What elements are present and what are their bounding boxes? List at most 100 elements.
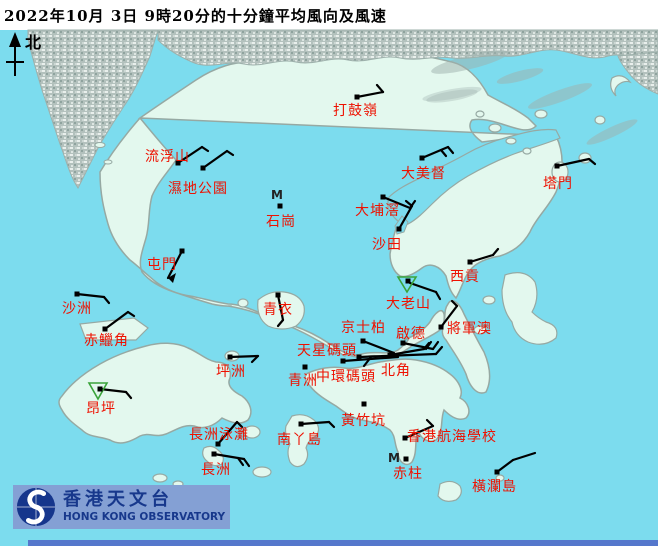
station-dot [403, 456, 409, 462]
station-label: 流浮山 [145, 149, 190, 165]
station-dot [211, 451, 217, 457]
station-dot [402, 435, 408, 441]
wind-barb [424, 340, 433, 351]
wind-barb [434, 345, 444, 356]
wind-barb [341, 355, 400, 363]
wind-barb [404, 199, 414, 208]
wind-barb [276, 318, 285, 328]
shenzhen-north-urban [157, 29, 658, 66]
station-label: 青衣 [263, 302, 293, 318]
hko-banner-text: 香港天文台 HONG KONG OBSERVATORY [63, 491, 225, 523]
airport-island [79, 317, 149, 341]
wind-barb [327, 420, 336, 429]
wind-barb [388, 347, 426, 357]
mountain-triangle-icon [396, 276, 418, 294]
wind-barb [439, 148, 448, 158]
station-label: 啟德 [396, 326, 426, 342]
station-label: 青洲 [288, 373, 318, 389]
station-label: 大美督 [401, 166, 446, 182]
station-central-pier: 中環碼頭 [316, 355, 400, 385]
station-sha-tin: 沙田 [372, 199, 414, 253]
station-label: 橫瀾島 [472, 479, 517, 495]
hko-banner: 香港天文台 HONG KONG OBSERVATORY [13, 485, 230, 529]
station-label: 赤柱 [393, 466, 423, 482]
station-wong-chuk-hang: 黃竹坑 [341, 401, 385, 429]
station-tseung-kwan-o: 將軍澳 [438, 299, 492, 337]
station-dot [554, 163, 560, 169]
station-dot [215, 441, 221, 447]
station-lau-fau-shan: 流浮山 [145, 145, 210, 166]
station-label: 塔門 [543, 176, 573, 192]
wind-barb [511, 451, 537, 462]
wind-barb [102, 295, 111, 305]
station-kai-tak: 啟德 [396, 326, 440, 351]
station-peng-chau: 坪洲 [216, 354, 260, 380]
m-marker: M [388, 451, 400, 465]
station-label: 將軍澳 [447, 321, 492, 337]
station-hk-sea-school: 香港航海學校 [402, 418, 497, 445]
station-dot [380, 194, 386, 200]
wind-barb [439, 304, 459, 329]
station-dot [340, 358, 346, 364]
station-label: 赤鱲角 [84, 333, 129, 349]
map-title: 2022年10月 3日 9時20分的十分鐘平均風向及風速 [4, 7, 387, 25]
wind-barb [200, 145, 210, 153]
station-wetland-park: 濕地公園 [168, 149, 235, 197]
wind-barb [201, 149, 229, 170]
wind-barb [361, 339, 396, 355]
wind-barb [403, 424, 435, 440]
bottom-bar [28, 540, 658, 546]
station-dot [356, 354, 362, 360]
station-dot [97, 386, 103, 392]
station-stanley: M赤柱 [388, 451, 423, 482]
station-label: 北角 [381, 363, 411, 379]
station-sha-chau: 沙洲 [62, 291, 111, 317]
wind-barb [126, 310, 136, 318]
hko-name-en: HONG KONG OBSERVATORY [63, 511, 226, 524]
wind-barb [431, 340, 440, 351]
wind-barb [425, 418, 435, 428]
station-dot [438, 324, 444, 330]
hko-name-zh: 香港天文台 [63, 489, 173, 511]
wind-barb [468, 253, 495, 264]
north-arrow [6, 32, 24, 76]
wind-barb [375, 83, 385, 94]
station-cheung-chau-beach: 長洲泳灘 [189, 420, 249, 447]
wind-barb [216, 420, 239, 446]
station-chek-lap-kok: 赤鱲角 [84, 310, 136, 349]
station-label: 長洲 [201, 462, 231, 478]
station-dot [227, 354, 233, 360]
station-label: 香港航海學校 [407, 428, 497, 445]
wind-barb [491, 247, 500, 257]
wind-barb [276, 293, 285, 322]
station-dot [302, 364, 308, 370]
station-lamma-island: 南丫島 [277, 420, 336, 448]
station-label: 天星碼頭 [297, 343, 357, 359]
wind-barb [446, 145, 455, 155]
sea-cloud-streaks [426, 50, 638, 145]
wind-barb [397, 204, 414, 231]
station-label: 大埔滘 [355, 203, 400, 219]
wind-barb [228, 354, 260, 359]
hko-logo-icon [16, 487, 56, 527]
wind-barb [166, 249, 184, 280]
ridge-shading [422, 86, 482, 102]
station-dot [396, 226, 402, 232]
station-dot [175, 160, 181, 166]
station-label: 沙田 [372, 237, 402, 253]
station-green-island: 青洲 [288, 364, 318, 389]
station-waglan-island: 橫瀾島 [472, 451, 537, 495]
station-label: 中環碼頭 [316, 369, 376, 385]
station-dot [494, 469, 500, 475]
station-dot [298, 421, 304, 427]
station-kings-park: 京士柏 [341, 320, 396, 355]
station-dot [387, 352, 393, 358]
station-dot [74, 291, 80, 297]
station-dot [102, 326, 108, 332]
station-shek-kong: M 石崗 [266, 188, 295, 230]
station-label: 長洲泳灘 [189, 427, 249, 443]
station-label: 京士柏 [341, 320, 386, 336]
station-dot [275, 292, 281, 298]
station-label: 屯門 [147, 257, 177, 273]
